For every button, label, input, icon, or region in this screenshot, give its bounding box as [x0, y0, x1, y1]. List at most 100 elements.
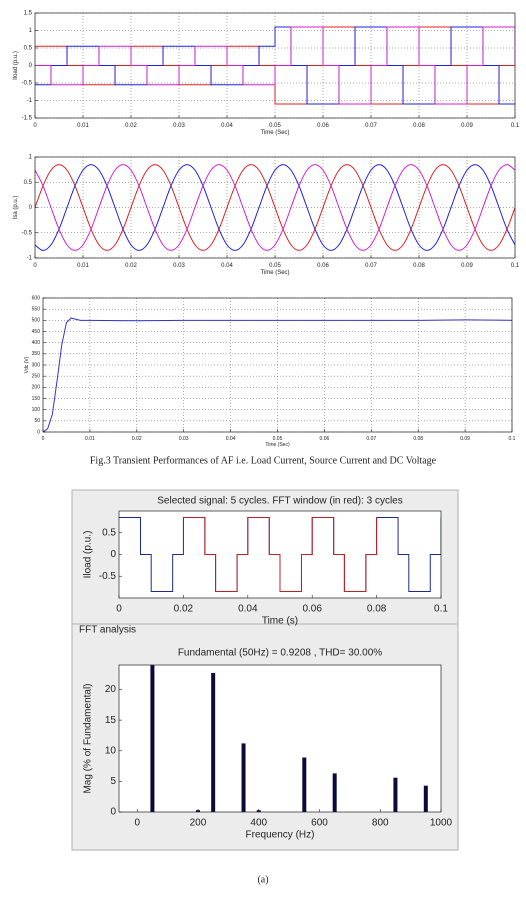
x-tick-label: 0 [33, 263, 37, 269]
axes-frame [34, 12, 516, 119]
y-axis-label: Iload (p.u.) [83, 531, 94, 579]
x-tick-label: 200 [190, 818, 207, 829]
x-tick-label: 0.07 [365, 263, 377, 269]
series-line [43, 317, 512, 432]
x-tick-label: 0.08 [367, 604, 387, 615]
bar [423, 785, 428, 812]
plot-marks [119, 517, 441, 592]
y-tick-label: 450 [32, 329, 41, 335]
y-tick-label: 0 [37, 429, 40, 435]
y-axis-label: Isa (p.u.) [13, 196, 19, 220]
chart-title: Fundamental (50Hz) = 0.9208 , THD= 30.00… [178, 648, 382, 659]
chart-title: Selected signal: 5 cycles. FFT window (i… [157, 496, 402, 507]
x-tick-label: 0.02 [174, 604, 194, 615]
x-tick-label: 0.1 [511, 263, 520, 269]
y-tick-label: 0 [110, 549, 116, 560]
x-tick-label: 0 [33, 123, 37, 129]
y-tick-label: 15 [105, 715, 117, 726]
x-axis-label: Frequency (Hz) [246, 830, 315, 841]
x-tick-label: 800 [372, 818, 389, 829]
plot-marks [150, 665, 428, 812]
y-tick-label: -1 [27, 98, 33, 104]
y-tick-label: 20 [105, 684, 117, 695]
section-label: FFT analysis [79, 625, 136, 636]
plot-marks [35, 164, 515, 251]
x-tick-label: 0.08 [413, 436, 423, 442]
y-tick-label: 150 [32, 396, 41, 402]
x-tick-label: 0.04 [226, 436, 236, 442]
y-axis-label: Iload (p.u.) [13, 51, 19, 80]
bar [195, 810, 200, 812]
plot-marks [35, 26, 515, 105]
x-tick-label: 0.03 [173, 263, 185, 269]
bar [393, 777, 398, 812]
series-line [35, 26, 515, 105]
x-tick-label: 0.02 [132, 436, 142, 442]
x-tick-label: 0.09 [461, 263, 473, 269]
y-tick-label: 300 [32, 362, 41, 368]
y-tick-label: 1 [29, 155, 33, 161]
plot-area [119, 665, 441, 812]
axes-frame [42, 297, 513, 433]
axes-frame [34, 156, 516, 259]
x-axis-label: Time (Sec) [260, 130, 289, 136]
y-tick-label: 1 [29, 28, 33, 34]
y-axis-label: Mag (% of Fundamental) [83, 683, 94, 793]
bar [332, 773, 337, 812]
y-tick-label: 1.5 [24, 11, 33, 17]
x-tick-label: 0.01 [77, 263, 89, 269]
x-tick-label: 0.1 [434, 604, 448, 615]
y-tick-label: 200 [32, 385, 41, 391]
axes-frame [118, 664, 442, 813]
x-tick-label: 0.06 [317, 123, 329, 129]
y-tick-label: 0.5 [24, 180, 33, 186]
x-tick-label: 0.07 [366, 436, 376, 442]
axes-frame [118, 510, 442, 599]
y-tick-label: 0 [29, 63, 33, 69]
series-line [35, 164, 515, 251]
y-tick-label: -1.5 [22, 116, 33, 122]
x-tick-label: 0.06 [317, 263, 329, 269]
y-tick-label: 100 [32, 407, 41, 413]
y-tick-label: -0.5 [22, 81, 33, 87]
y-tick-label: 400 [32, 340, 41, 346]
x-tick-label: 0 [116, 604, 122, 615]
x-tick-label: 0.1 [511, 123, 520, 129]
y-tick-label: 0 [110, 807, 116, 818]
x-tick-label: 1000 [430, 818, 453, 829]
x-tick-label: 0.08 [413, 123, 425, 129]
series-line [35, 164, 515, 251]
y-tick-label: -0.5 [22, 230, 33, 236]
y-tick-label: 600 [32, 295, 41, 301]
x-tick-label: 0.06 [302, 604, 322, 615]
x-tick-label: 0 [134, 818, 140, 829]
plot-marks [43, 317, 512, 432]
y-tick-label: 350 [32, 351, 41, 357]
x-tick-label: 0.08 [413, 263, 425, 269]
y-tick-label: 250 [32, 373, 41, 379]
x-tick-label: 0.01 [85, 436, 95, 442]
x-tick-label: 0.05 [269, 263, 281, 269]
sublabel: (a) [257, 874, 268, 885]
x-tick-label: 0.03 [179, 436, 189, 442]
x-axis-label: Time (Sec) [265, 442, 290, 448]
bar [211, 672, 216, 812]
bar [256, 810, 261, 812]
series-line [35, 26, 515, 105]
x-tick-label: 0.04 [221, 123, 233, 129]
y-axis-label: Vdc (V) [24, 356, 30, 373]
x-tick-label: 0.04 [238, 604, 258, 615]
x-tick-label: 0.02 [125, 123, 137, 129]
y-tick-label: 10 [105, 745, 117, 756]
x-tick-label: 400 [250, 818, 267, 829]
x-tick-label: 0.06 [320, 436, 330, 442]
series-line [183, 517, 378, 592]
y-tick-label: 5 [110, 776, 116, 787]
x-tick-label: 0.05 [273, 436, 283, 442]
y-tick-label: 0 [29, 205, 33, 211]
x-tick-label: 0 [42, 436, 45, 442]
y-tick-label: 0.5 [24, 46, 33, 52]
x-tick-label: 0.04 [221, 263, 233, 269]
bar [150, 665, 155, 812]
